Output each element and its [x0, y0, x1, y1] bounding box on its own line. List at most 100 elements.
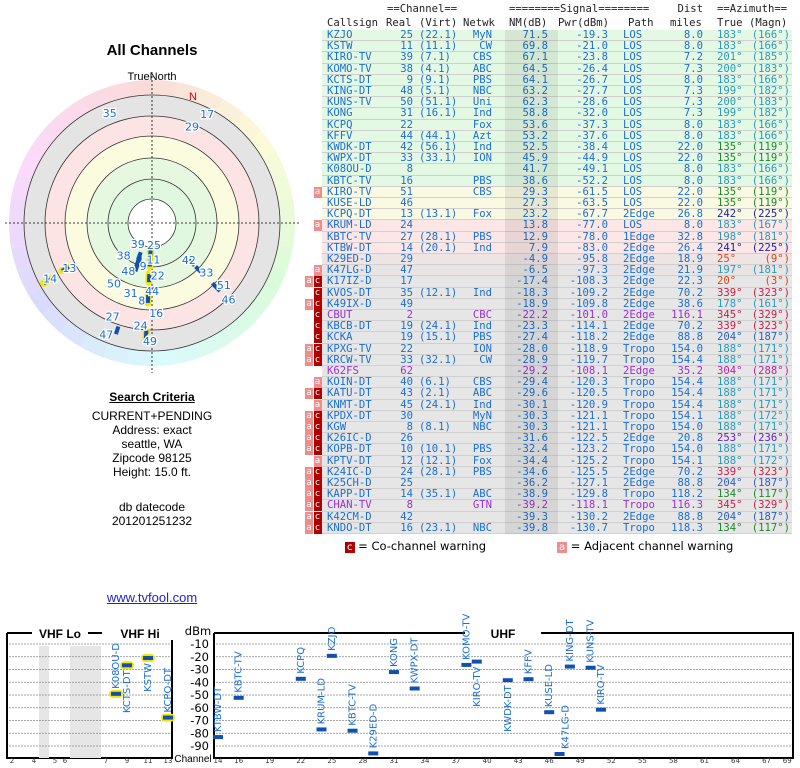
cell-pwr: -120.3 [569, 376, 608, 389]
cell-net: CBS [472, 376, 492, 389]
cell-magn: (225°) [751, 208, 790, 221]
table-row[interactable]: KCPQ 22 Fox 53.6 -37.3 LOS 8.0 183° (166°) [322, 119, 792, 131]
cell-real: 31 [400, 107, 413, 120]
table-row[interactable]: KNMT-DT 45 (24.1) Ind -30.1 -120.9 Tropo 154.4 1… [322, 399, 792, 411]
table-row[interactable]: KOPB-DT 10 (10.1) PBS -32.4 -123.2 Tropo 154.0 1… [322, 443, 792, 456]
table-row[interactable]: KATU-DT 43 (2.1) ABC -29.6 -120.5 Tropo 154.4 18… [322, 388, 792, 400]
table-row[interactable]: CBUT 2 CBC -22.2 -101.0 2Edge 116.1 345° (329°) [322, 309, 792, 322]
cell-nm: -28.9 [516, 353, 548, 366]
table-row[interactable]: K26IC-D 26 -31.6 -122.5 2Edge 20.8 253° (236°) [322, 433, 792, 445]
table-row[interactable]: KSTW 11 (11.1) CW 69.8 -21.0 LOS 8.0 183° (166°) [322, 41, 792, 53]
table-row[interactable]: K42CM-D 42 -39.3 -130.2 2Edge 88.8 204° (187°) [322, 510, 792, 523]
cell-pwr: -108.3 [569, 275, 608, 288]
table-row[interactable]: KBCB-DT 19 (24.1) Ind -23.3 -114.1 2Edge 70.2 33… [322, 320, 792, 333]
table-row[interactable]: KRCW-TV 33 (32.1) CW -28.9 -119.7 Tropo 154.4 18… [322, 353, 792, 366]
cell-dist: 154.4 [671, 376, 703, 389]
col-pwr: Pwr(dBm) [558, 17, 610, 29]
cell-dist: 7.3 [683, 96, 703, 109]
table-row[interactable]: KCPQ-DT 13 (13.1) Fox 23.2 -67.7 2Edge 26.8 242°… [322, 208, 792, 221]
table-row[interactable]: KGW 8 (8.1) NBC -30.3 -121.1 Tropo 154.0 188° (17… [322, 422, 792, 434]
station-channel-label: 14 [43, 272, 57, 285]
table-row[interactable]: KPTV-DT 12 (12.1) Fox -34.4 -125.2 Tropo 154.1 1… [322, 454, 792, 467]
cell-true: 345° [717, 309, 743, 321]
table-row[interactable]: KAPP-DT 14 (35.1) ABC -38.9 -129.8 Tropo 118.2 1… [322, 489, 792, 501]
table-row[interactable]: KNDO-DT 16 (23.1) NBC -39.8 -130.7 Tropo 118.3 1… [322, 522, 792, 534]
table-row[interactable]: K47LG-D 47 -6.5 -97.3 2Edge 21.9 197° (181°) [322, 265, 792, 277]
cell-net: CW [479, 353, 492, 366]
station-label: K29ED-D [368, 703, 379, 748]
station-label: K08OU-D [111, 643, 122, 689]
table-row[interactable]: KFFV 44 (44.1) Azt 53.2 -37.6 LOS 8.0 183° (166°) [322, 129, 792, 142]
channel-tick: 13 [164, 757, 173, 765]
compass-color-segment [103, 82, 130, 103]
co-channel-badge: c [345, 542, 355, 553]
cell-virt: (28.1) [419, 230, 458, 243]
cell-call: KOMO-TV [327, 62, 372, 75]
table-row[interactable]: K29ED-D 29 -4.9 -95.8 2Edge 18.9 25° (9°) [322, 253, 792, 266]
cell-magn: (183°) [751, 96, 790, 109]
cell-magn: (323°) [751, 320, 790, 333]
table-row[interactable]: KBTC-TV 16 PBS 38.6 -52.2 LOS 8.0 183° (166°) [322, 174, 792, 187]
table-row[interactable]: KOIN-DT 40 (6.1) CBS -29.4 -120.3 Tropo 154.4 18… [322, 376, 792, 389]
cell-net [462, 276, 492, 287]
table-row[interactable]: KTBW-DT 14 (20.1) Ind 7.9 -83.0 2Edge 26.4 241° (… [322, 242, 792, 254]
cell-true: 201° [717, 51, 743, 64]
table-row[interactable]: K24IC-D 24 (28.1) PBS -34.6 -125.5 2Edge 70.2 33… [322, 466, 792, 478]
table-row[interactable]: KOMO-TV 38 (4.1) ABC 64.5 -26.4 LOS 7.3 200° (183… [322, 62, 792, 75]
cell-virt: (51.1) [419, 96, 458, 109]
co-channel-warning-badge: c [313, 388, 322, 400]
cell-path: 2Edge [623, 297, 655, 310]
table-row[interactable]: KCTS-DT 9 (9.1) PBS 64.1 -26.7 LOS 8.0 183° (166°… [322, 74, 792, 86]
table-row[interactable]: KPXG-TV 22 ION -28.0 -118.9 Tropo 154.0 188° (17… [322, 343, 792, 355]
table-row[interactable]: K62FS 62 -29.2 -108.1 2Edge 35.2 304° (288°) [322, 365, 792, 378]
adjacent-warning-badge: a [313, 220, 322, 232]
cell-real: 13 [400, 208, 413, 221]
table-row[interactable]: KUSE-LD 46 27.3 -63.5 LOS 22.0 135° (119°) [322, 198, 792, 210]
table-row[interactable]: KONG 31 (16.1) Ind 58.8 -32.0 LOS 7.3 199° (182°) [322, 107, 792, 120]
legend-adjacent-channel: a = Adjacent channel warning [557, 539, 733, 553]
table-row[interactable]: KING-DT 48 (5.1) NBC 63.2 -27.7 LOS 7.3 199° (182… [322, 85, 792, 98]
table-row[interactable]: KWPX-DT 33 (33.1) ION 45.9 -44.9 LOS 22.0 135° (1… [322, 152, 792, 165]
cell-pwr: -19.3 [576, 29, 608, 41]
cell-pwr: -123.2 [569, 443, 608, 456]
cell-real: 12 [400, 454, 413, 467]
cell-nm: 63.2 [522, 85, 548, 97]
compass-color-segment [127, 80, 152, 97]
table-row[interactable]: KWDK-DT 42 (56.1) Ind 52.5 -38.4 LOS 22.0 135° (1… [322, 142, 792, 154]
cell-true: 345° [717, 499, 743, 512]
table-row[interactable]: CHAN-TV 8 GTN -39.2 -118.1 Tropo 116.3 345° (329… [322, 499, 792, 512]
cell-path: 2Edge [623, 510, 655, 523]
cell-pwr: -95.8 [576, 253, 608, 265]
table-row[interactable]: KCKA 19 (15.1) PBS -27.4 -118.2 2Edge 88.8 204° (… [322, 331, 792, 344]
table-row[interactable]: K25CH-D 25 -36.2 -127.1 2Edge 88.8 204° (187°) [322, 478, 792, 490]
table-row[interactable]: KZJO 25 (22.1) MyN 71.5 -19.3 LOS 8.0 183° (166°) [322, 29, 792, 42]
cell-net: CBS [472, 51, 492, 64]
table-row[interactable]: K49IX-D 49 -18.9 -109.8 2Edge 38.6 178° (161°) [322, 297, 792, 310]
station-channel-label: 33 [199, 266, 213, 279]
header-azimuth: ==Azimuth== [717, 3, 788, 15]
table-row[interactable]: KUNS-TV 50 (51.1) Uni 62.3 -28.6 LOS 7.3 200° (18… [322, 96, 792, 109]
table-row[interactable]: KRUM-LD 24 13.8 -77.0 LOS 8.0 183° (167°) [322, 220, 792, 232]
table-row[interactable]: KPDX-DT 30 MyN -30.3 -121.1 Tropo 154.1 188° (17… [322, 410, 792, 422]
table-row[interactable]: KIRO-TV 39 (7.1) CBS 67.1 -23.8 LOS 7.2 201° (185… [322, 51, 792, 64]
cell-call: CHAN-TV [327, 499, 372, 512]
table-row[interactable]: K08OU-D 8 41.7 -49.1 LOS 8.0 183° (166°) [322, 164, 792, 176]
channel-tick: 52 [607, 757, 616, 765]
cell-dist: 8.0 [683, 174, 703, 187]
table-row[interactable]: KVOS-DT 35 (12.1) Ind -18.3 -109.2 2Edge 70.2 33… [322, 286, 792, 299]
cell-magn: (187°) [751, 510, 790, 523]
station-marker [111, 691, 121, 696]
cell-path: 2Edge [623, 331, 655, 344]
table-row[interactable]: KIRO-TV 51 CBS 29.3 -61.5 LOS 22.0 135° (119°) [322, 186, 792, 198]
cell-nm: -18.3 [516, 286, 548, 299]
station-channel-label: 42 [182, 254, 196, 267]
cell-true: 188° [717, 443, 743, 456]
cell-nm: -29.2 [516, 365, 548, 377]
table-row[interactable]: K17IZ-D 17 -17.4 -108.3 2Edge 22.3 20° (3°) [322, 275, 792, 288]
cell-virt: (44.1) [419, 129, 458, 142]
cell-path: LOS [623, 152, 643, 165]
table-row[interactable]: KBTC-TV 27 (28.1) PBS 12.9 -78.0 1Edge 32.8 198°… [322, 230, 792, 243]
cell-true: 178° [717, 297, 743, 310]
cell-pwr: -130.2 [569, 510, 608, 523]
tvfool-link[interactable]: www.tvfool.com [106, 590, 198, 605]
